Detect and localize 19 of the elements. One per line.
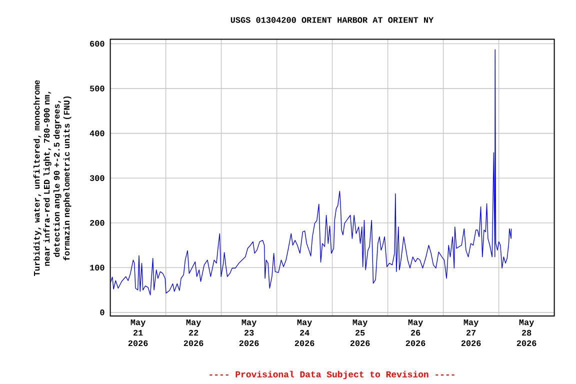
x-tick-label: May 26 2026 xyxy=(406,320,426,346)
x-tick-label: May 27 2026 xyxy=(461,320,481,346)
x-tick-label: May 28 2026 xyxy=(516,320,536,346)
line-series xyxy=(110,49,512,296)
chart-title: USGS 01304200 ORIENT HARBOR AT ORIENT NY xyxy=(230,17,434,23)
y-tick-label: 600 xyxy=(90,40,104,47)
y-tick-label: 100 xyxy=(90,264,104,271)
x-tick-label: May 24 2026 xyxy=(294,320,314,346)
x-tick-label: May 25 2026 xyxy=(350,320,370,346)
y-tick-label: 500 xyxy=(90,86,104,92)
y-tick-label: 300 xyxy=(90,175,104,181)
x-tick-label: May 22 2026 xyxy=(184,320,204,346)
y-axis-title: Turbidity, water, unfiltered, monochrome near infra-red LED light, 780-900 nm, detection angle 90 +-2.5 degrees, formazin nephelometric units (FNU) xyxy=(33,80,72,276)
y-tick-label: 0 xyxy=(100,310,104,316)
x-tick-label: May 23 2026 xyxy=(239,320,259,346)
y-tick-label: 200 xyxy=(90,220,104,226)
text: ---- Provisional Data Subject to Revision ---- xyxy=(210,370,454,380)
y-tick-label: 400 xyxy=(90,130,104,136)
x-tick-label: May 21 2026 xyxy=(128,320,148,346)
